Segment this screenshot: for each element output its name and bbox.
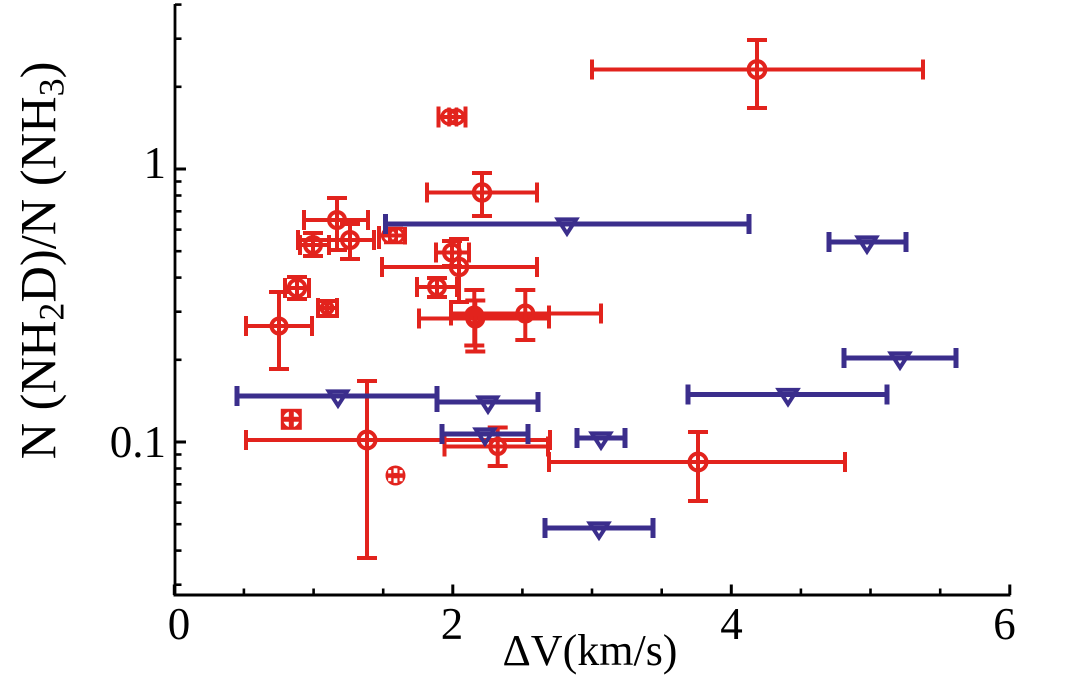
- svg-text:0: 0: [168, 599, 191, 649]
- svg-text:4: 4: [720, 599, 743, 649]
- svg-text:2: 2: [441, 599, 464, 649]
- svg-text:6: 6: [993, 599, 1016, 649]
- svg-text:0.1: 0.1: [110, 417, 166, 467]
- svg-text:1: 1: [144, 138, 167, 188]
- svg-text:N (NH2D)/N (NH3): N (NH2D)/N (NH3): [11, 62, 72, 460]
- svg-text:ΔV(km/s): ΔV(km/s): [503, 626, 678, 675]
